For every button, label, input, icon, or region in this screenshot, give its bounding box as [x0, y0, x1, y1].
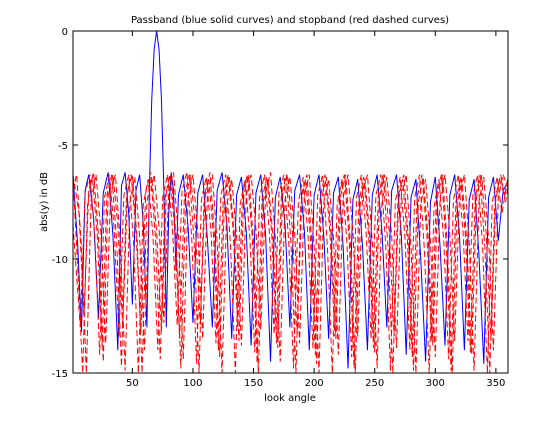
stopband-curve-5: [73, 172, 508, 373]
passband-curve-1: [73, 31, 508, 369]
series-layer: [73, 31, 508, 373]
x-tick-label: 150: [244, 378, 263, 389]
stopband-curve-4: [73, 172, 508, 373]
x-tick-label: 350: [486, 378, 505, 389]
x-tick-label: 50: [126, 378, 139, 389]
x-tick-label: 300: [426, 378, 445, 389]
y-tick-label: -15: [52, 369, 68, 380]
ticks-layer: 50 100 150 200 250 300 350 0 -5 -10 -15: [52, 27, 508, 389]
plot-frame: [72, 30, 509, 374]
x-tick-label: 250: [365, 378, 384, 389]
stopband-curve-2: [73, 172, 508, 373]
y-tick-label: -10: [52, 255, 68, 266]
y-tick-label: -5: [58, 141, 68, 152]
y-axis-label: abs(y) in dB: [39, 172, 50, 232]
y-tick-label: 0: [62, 27, 68, 38]
x-tick-label: 200: [305, 378, 324, 389]
x-axis-label: look angle: [264, 393, 316, 404]
x-tick-label: 100: [183, 378, 202, 389]
chart-title: Passband (blue solid curves) and stopban…: [131, 15, 449, 26]
stopband-curve-3: [73, 172, 508, 373]
